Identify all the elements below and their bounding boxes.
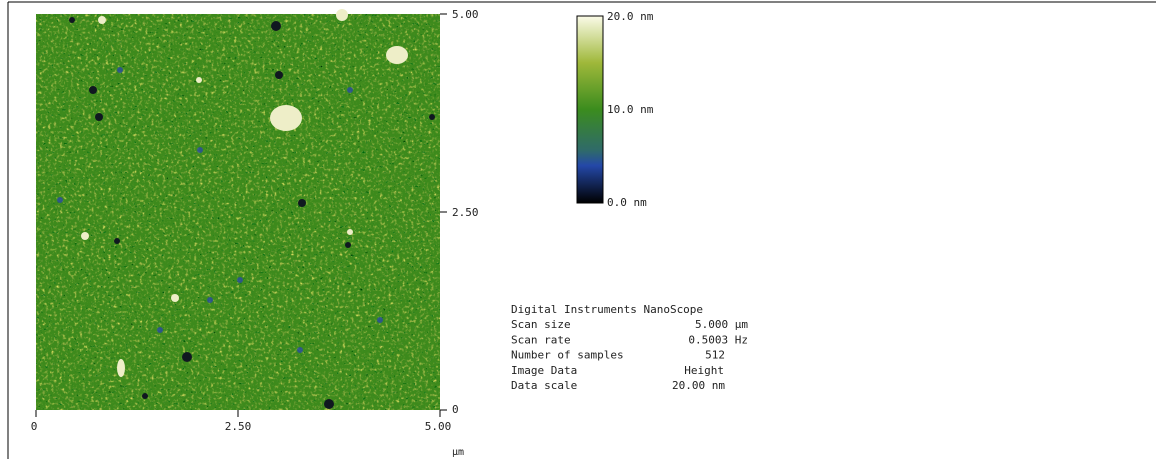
afm-image xyxy=(36,9,440,410)
colorbar-label: 0.0 nm xyxy=(607,196,647,209)
info-value: 20.00 nm xyxy=(672,379,725,392)
info-value: 0.5003 Hz xyxy=(688,333,748,346)
info-key: Scan rate xyxy=(511,333,571,346)
info-value: Height xyxy=(684,364,724,377)
x-tick-label: 5.00 xyxy=(425,420,452,433)
info-key: Image Data xyxy=(511,364,577,377)
info-key: Scan size xyxy=(511,318,571,331)
screen: 5.00 2.50 0 0 2.50 5.00 µm 20.0 nm 10.0 … xyxy=(0,0,1156,459)
x-tick-label: 2.50 xyxy=(225,420,252,433)
x-tick-label: 0 xyxy=(31,420,38,433)
colorbar-label: 10.0 nm xyxy=(607,103,654,116)
info-value: 512 xyxy=(705,349,725,362)
info-title: Digital Instruments NanoScope xyxy=(511,303,703,316)
info-key: Data scale xyxy=(511,379,577,392)
colorbar xyxy=(577,16,603,203)
info-key: Number of samples xyxy=(511,349,624,362)
info-value: 5.000 µm xyxy=(695,318,748,331)
y-tick-label: 5.00 xyxy=(452,8,479,21)
colorbar-label: 20.0 nm xyxy=(607,10,654,23)
y-tick-label: 2.50 xyxy=(452,206,479,219)
x-unit: µm xyxy=(452,447,464,458)
y-tick-label: 0 xyxy=(452,403,459,416)
